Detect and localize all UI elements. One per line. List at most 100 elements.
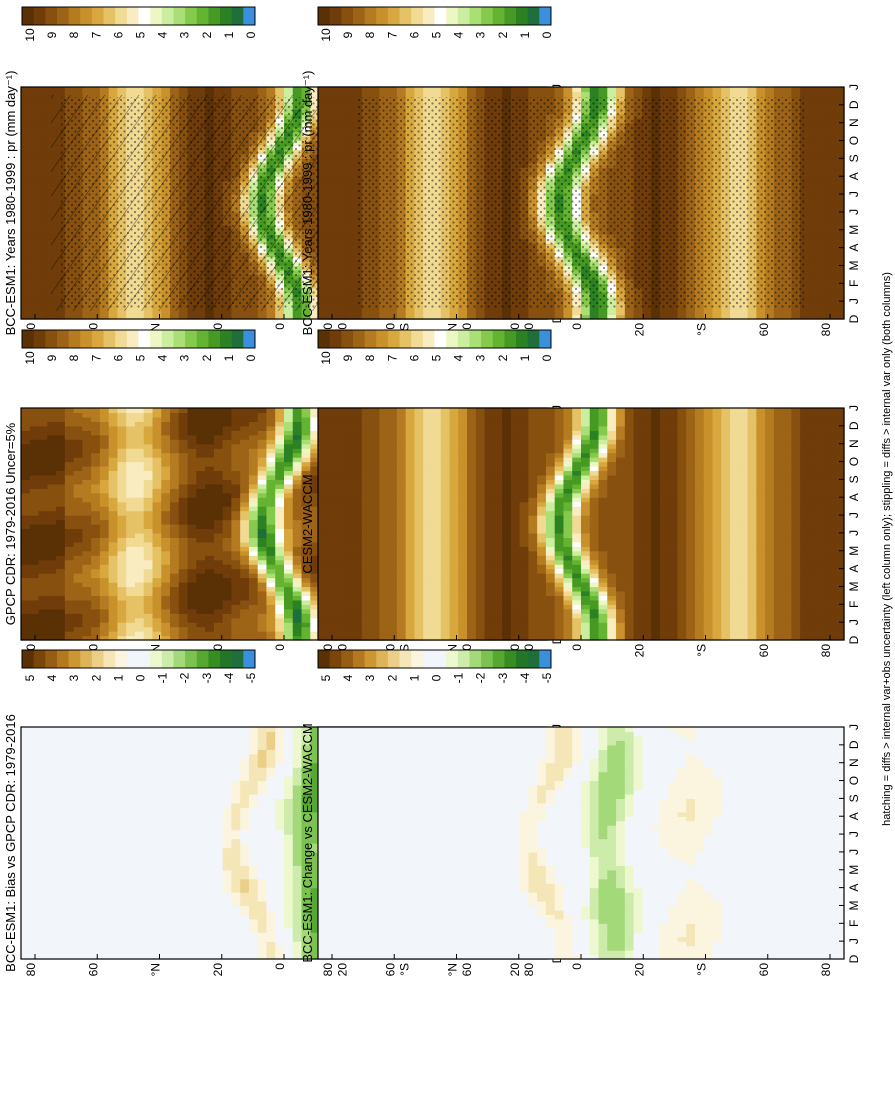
colorbar-swatch [353, 7, 365, 25]
heatmap-cell [39, 306, 48, 311]
heatmap-cell [318, 127, 327, 132]
heatmap-cell [327, 279, 336, 284]
heatmap-cell [39, 132, 48, 137]
heatmap-cell [30, 194, 39, 199]
heatmap-cell [336, 149, 345, 154]
heatmap-cell [344, 105, 353, 110]
colorbar-swatch [139, 7, 151, 25]
heatmap-cell [336, 225, 345, 230]
heatmap-cell [344, 167, 353, 172]
heatmap-cell [21, 194, 30, 199]
heatmap-cell [39, 176, 48, 181]
heatmap-cell [21, 176, 30, 181]
heatmap-cell [249, 87, 258, 92]
heatmap-cell [21, 203, 30, 208]
heatmap-cell [56, 87, 65, 92]
heatmap-cell [406, 87, 415, 92]
heatmap-cell [39, 274, 48, 279]
heatmap-cell [327, 297, 336, 302]
heatmap-cell [318, 176, 327, 181]
heatmap-cell [21, 163, 30, 168]
heatmap-cell [21, 283, 30, 288]
heatmap-cell [327, 221, 336, 226]
heatmap-cell [39, 91, 48, 96]
heatmap-cell [327, 306, 336, 311]
heatmap-cell [327, 257, 336, 262]
heatmap-cell [344, 87, 353, 92]
heatmap-cell [135, 87, 144, 92]
heatmap-cell [344, 274, 353, 279]
heatmap-cell [344, 248, 353, 253]
heatmap-cell [30, 297, 39, 302]
heatmap-cell [161, 87, 170, 92]
heatmap-cell [327, 203, 336, 208]
heatmap-cell [590, 91, 599, 96]
heatmap-cell [21, 96, 30, 101]
heatmap-cell [327, 248, 336, 253]
heatmap-cell [318, 154, 327, 159]
colorbar-tick-label: 4 [452, 31, 466, 38]
heatmap-cell [336, 176, 345, 181]
heatmap-cell [327, 136, 336, 141]
heatmap-cell [39, 261, 48, 266]
heatmap-cell [344, 114, 353, 119]
heatmap-cell [39, 145, 48, 150]
heatmap-cell [21, 230, 30, 235]
heatmap-cell [336, 163, 345, 168]
colorbar-swatch [528, 7, 540, 25]
heatmap-cell [327, 163, 336, 168]
heatmap-cell [21, 172, 30, 177]
heatmap-cell [502, 91, 511, 96]
colorbar-swatch [208, 7, 220, 25]
heatmap-cell [432, 91, 441, 96]
heatmap-cell [318, 292, 327, 297]
heatmap-cell [318, 234, 327, 239]
heatmap-cell [327, 216, 336, 221]
heatmap-cell [126, 87, 135, 92]
colorbar-swatch [127, 7, 139, 25]
heatmap-cell [21, 252, 30, 257]
heatmap-cell [21, 91, 30, 96]
heatmap-cell [336, 257, 345, 262]
heatmap-cell [344, 100, 353, 105]
heatmap-cell [30, 109, 39, 114]
heatmap-cell [318, 100, 327, 105]
heatmap-cell [336, 207, 345, 212]
heatmap-cell [327, 96, 336, 101]
heatmap-cell [458, 87, 467, 92]
heatmap-cell [318, 199, 327, 204]
heatmap-cell [327, 91, 336, 96]
heatmap-cell [30, 136, 39, 141]
heatmap-cell [39, 239, 48, 244]
heatmap-cell [39, 109, 48, 114]
heatmap-cell [30, 87, 39, 92]
heatmap-cell [336, 167, 345, 172]
heatmap-cell [362, 91, 371, 96]
heatmap-cell [327, 100, 336, 105]
heatmap-cell [344, 145, 353, 150]
heatmap-cell [318, 181, 327, 186]
heatmap-cell [458, 310, 467, 315]
colorbar-tick-label: 10 [23, 28, 37, 42]
heatmap-cell [30, 149, 39, 154]
heatmap-cell [231, 87, 240, 92]
heatmap-cell [599, 91, 608, 96]
heatmap-cell [344, 292, 353, 297]
heatmap-cell [336, 190, 345, 195]
heatmap-cell [344, 154, 353, 159]
colorbar-swatch [80, 7, 92, 25]
heatmap-cell [467, 310, 476, 315]
colorbar-tick-label: 6 [407, 31, 421, 38]
heatmap-cell [39, 185, 48, 190]
heatmap-cell [450, 310, 459, 315]
heatmap-cell [607, 310, 616, 315]
heatmap-cell [21, 274, 30, 279]
heatmap-cell [520, 87, 529, 92]
heatmap-cell [196, 87, 205, 92]
heatmap-cell [336, 230, 345, 235]
colorbar-tick-label: 6 [111, 31, 125, 38]
heatmap-cell [30, 221, 39, 226]
heatmap-cell [520, 91, 529, 96]
heatmap-cell [318, 225, 327, 230]
colorbar-swatch [411, 7, 423, 25]
